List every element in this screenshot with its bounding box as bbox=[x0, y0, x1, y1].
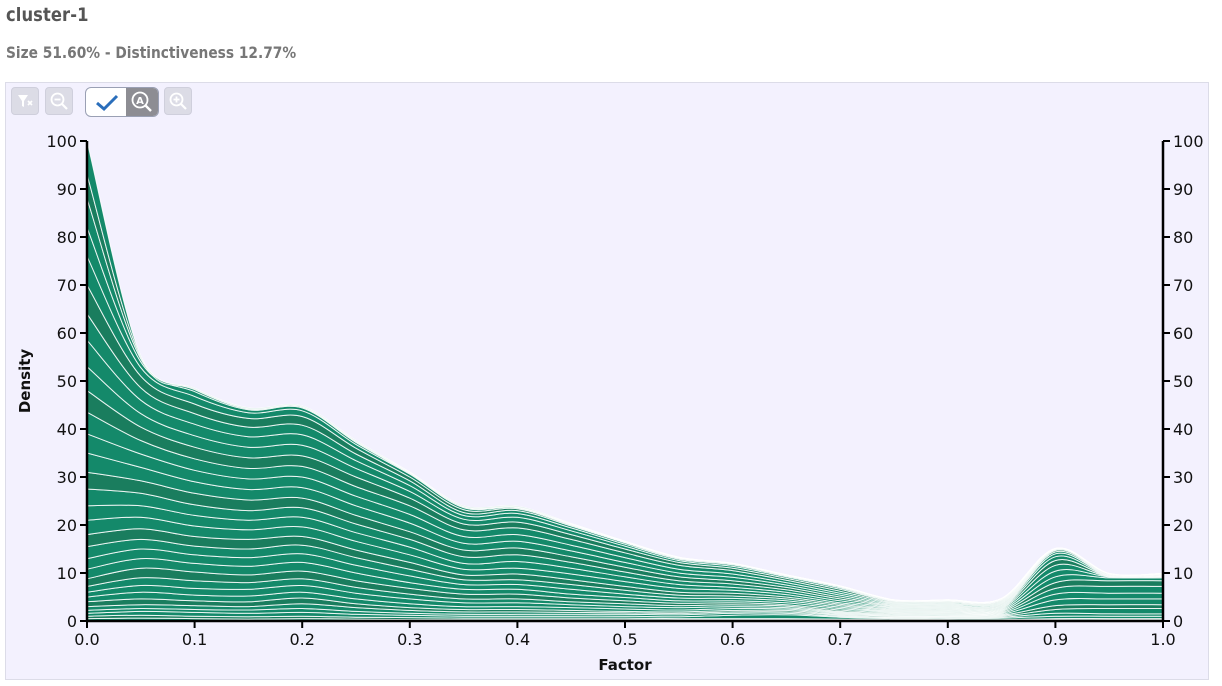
cluster-stats: Size 51.60% - Distinctiveness 12.77% bbox=[6, 43, 297, 62]
y-axis-left: 0 10 20 30 40 50 60 70 80 90 100 bbox=[46, 132, 89, 631]
filter-reset-icon bbox=[18, 95, 33, 107]
y-tick-label-left: 70 bbox=[57, 276, 77, 295]
y-axis-right: 0 10 20 30 40 50 60 70 80 90 100 bbox=[1161, 132, 1204, 631]
x-tick-label: 0.8 bbox=[935, 630, 960, 649]
y-tick-label-right: 0 bbox=[1173, 612, 1183, 631]
y-tick-label-right: 70 bbox=[1173, 276, 1193, 295]
y-tick-label-left: 100 bbox=[46, 132, 77, 151]
y-axis-label: Density bbox=[16, 349, 34, 414]
y-tick-label-right: 90 bbox=[1173, 180, 1193, 199]
auto-zoom-knob: A bbox=[126, 88, 158, 116]
stacked-areas bbox=[86, 140, 1164, 622]
y-tick-label-left: 90 bbox=[57, 180, 77, 199]
y-tick-label-left: 10 bbox=[57, 564, 77, 583]
y-tick-label-left: 60 bbox=[57, 324, 77, 343]
x-tick-label: 0.4 bbox=[505, 630, 530, 649]
x-tick-label: 0.7 bbox=[827, 630, 852, 649]
auto-zoom-icon: A bbox=[131, 91, 152, 112]
y-tick-label-left: 0 bbox=[67, 612, 77, 631]
y-tick-label-right: 30 bbox=[1173, 468, 1193, 487]
x-tick-label: 0.9 bbox=[1043, 630, 1068, 649]
y-tick-label-left: 30 bbox=[57, 468, 77, 487]
zoom-out-icon bbox=[50, 92, 68, 110]
y-tick-label-right: 80 bbox=[1173, 228, 1193, 247]
y-tick-label-right: 20 bbox=[1173, 516, 1193, 535]
auto-zoom-toggle[interactable]: A bbox=[85, 87, 159, 117]
x-tick-label: 1.0 bbox=[1150, 630, 1175, 649]
y-tick-label-right: 10 bbox=[1173, 564, 1193, 583]
y-tick-label-left: 50 bbox=[57, 372, 77, 391]
x-tick-label: 0.3 bbox=[397, 630, 422, 649]
y-tick-label-right: 100 bbox=[1173, 132, 1204, 151]
zoom-out-button[interactable] bbox=[45, 87, 73, 115]
x-tick-label: 0.5 bbox=[612, 630, 637, 649]
y-tick-label-right: 50 bbox=[1173, 372, 1193, 391]
y-tick-label-left: 20 bbox=[57, 516, 77, 535]
zoom-in-icon bbox=[169, 92, 187, 110]
y-tick-label-left: 40 bbox=[57, 420, 77, 439]
y-tick-label-right: 40 bbox=[1173, 420, 1193, 439]
svg-text:A: A bbox=[136, 96, 144, 107]
x-axis: 0.0 0.1 0.2 0.3 0.4 0.5 0.6 0.7 0.8 0.9 1.0 bbox=[74, 619, 1176, 649]
page-title: cluster-1 bbox=[6, 4, 89, 26]
x-tick-label: 0.1 bbox=[182, 630, 207, 649]
filter-reset-button[interactable] bbox=[11, 87, 39, 115]
y-tick-label-left: 80 bbox=[57, 228, 77, 247]
x-axis-label: Factor bbox=[598, 656, 652, 674]
y-tick-label-right: 60 bbox=[1173, 324, 1193, 343]
checkmark-icon bbox=[96, 94, 119, 112]
zoom-in-button[interactable] bbox=[164, 87, 192, 115]
x-tick-label: 0.6 bbox=[720, 630, 745, 649]
x-tick-label: 0.2 bbox=[289, 630, 314, 649]
x-tick-label: 0.0 bbox=[74, 630, 99, 649]
